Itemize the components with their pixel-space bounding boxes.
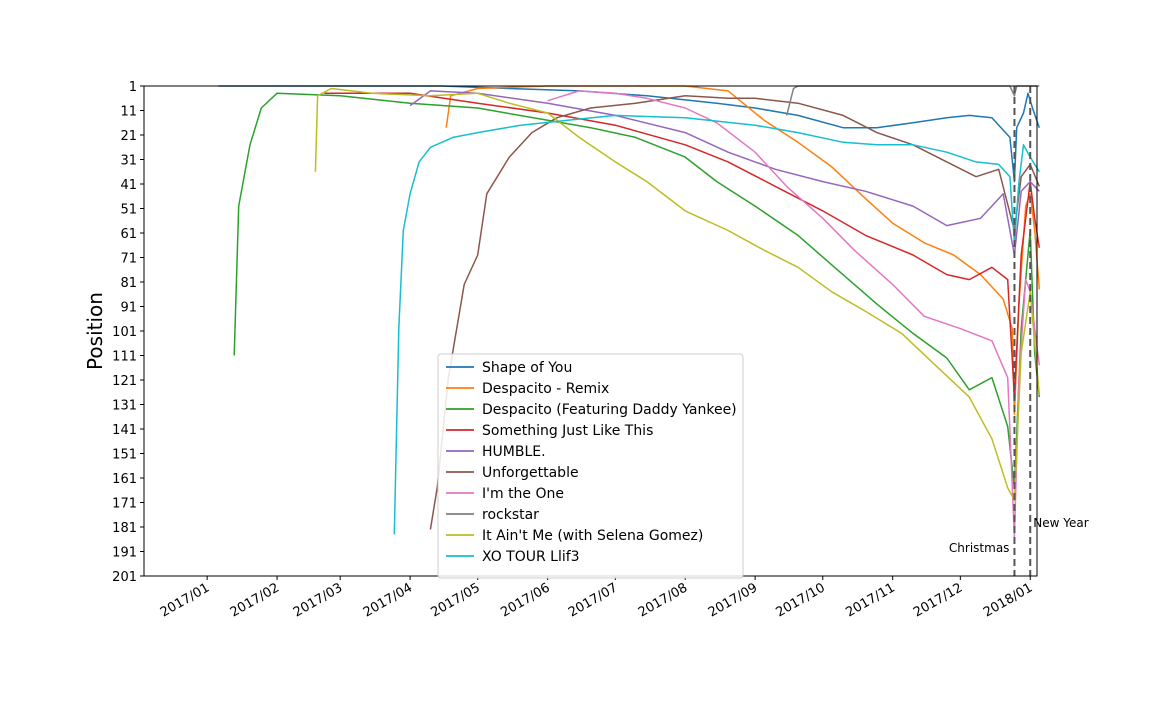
x-tick-label-9: 2017/10 bbox=[773, 580, 827, 620]
legend-label-6: I'm the One bbox=[482, 486, 564, 502]
legend-label-5: Unforgettable bbox=[482, 465, 579, 481]
series-line-4 bbox=[409, 90, 1040, 256]
y-tick-label-1: 11 bbox=[120, 105, 137, 120]
y-tick-label-14: 141 bbox=[112, 423, 137, 438]
x-tick-label-6: 2017/07 bbox=[566, 580, 620, 620]
y-tick-label-16: 161 bbox=[112, 472, 137, 487]
legend-label-9: XO TOUR Llif3 bbox=[482, 549, 580, 565]
y-tick-label-2: 21 bbox=[120, 129, 137, 144]
legend-label-3: Something Just Like This bbox=[482, 423, 653, 439]
y-tick-label-12: 121 bbox=[112, 374, 137, 389]
x-tick-label-8: 2017/09 bbox=[706, 580, 760, 620]
y-tick-label-6: 61 bbox=[120, 227, 137, 242]
legend-label-1: Despacito - Remix bbox=[482, 381, 609, 397]
x-tick-label-10: 2017/11 bbox=[843, 580, 897, 620]
y-axis: 1112131415161718191101111121131141151161… bbox=[112, 80, 144, 585]
x-tick-label-11: 2017/12 bbox=[911, 580, 965, 620]
y-tick-label-19: 191 bbox=[112, 546, 137, 561]
y-tick-label-17: 171 bbox=[112, 497, 137, 512]
y-tick-label-13: 131 bbox=[112, 399, 137, 414]
y-tick-label-4: 41 bbox=[120, 178, 137, 193]
y-tick-label-5: 51 bbox=[120, 203, 137, 218]
legend-label-8: It Ain't Me (with Selena Gomez) bbox=[482, 528, 703, 544]
series-line-6 bbox=[547, 90, 1041, 538]
legend-label-4: HUMBLE. bbox=[482, 444, 546, 460]
y-tick-label-7: 71 bbox=[120, 252, 137, 267]
y-axis-label: Position bbox=[83, 292, 107, 370]
x-tick-label-4: 2017/05 bbox=[428, 580, 482, 620]
legend-label-2: Despacito (Featuring Daddy Yankee) bbox=[482, 402, 737, 418]
y-tick-label-3: 31 bbox=[120, 154, 137, 169]
x-tick-label-0: 2017/01 bbox=[158, 580, 212, 620]
series-line-3 bbox=[324, 92, 1041, 398]
y-tick-label-11: 111 bbox=[112, 350, 137, 365]
legend: Shape of You Despacito - Remix Despacito (… bbox=[437, 353, 744, 579]
legend-box bbox=[437, 353, 744, 579]
annotation-layer: Christmas New Year bbox=[949, 86, 1089, 576]
y-tick-label-20: 201 bbox=[112, 570, 137, 585]
legend-label-0: Shape of You bbox=[482, 360, 572, 376]
series-line-8 bbox=[314, 87, 1041, 501]
annotation-label-0: Christmas bbox=[949, 541, 1010, 555]
y-tick-label-0: 1 bbox=[129, 80, 137, 95]
x-tick-label-3: 2017/04 bbox=[361, 580, 415, 620]
x-tick-label-5: 2017/06 bbox=[498, 580, 552, 620]
annotation-label-1: New Year bbox=[1033, 516, 1088, 530]
y-tick-label-8: 81 bbox=[120, 276, 137, 291]
y-tick-label-9: 91 bbox=[120, 301, 137, 316]
series-line-0 bbox=[218, 85, 1041, 183]
x-tick-label-1: 2017/02 bbox=[228, 580, 282, 620]
x-tick-label-7: 2017/08 bbox=[636, 580, 690, 620]
y-tick-label-10: 101 bbox=[112, 325, 137, 340]
y-tick-label-15: 151 bbox=[112, 448, 137, 463]
x-axis: 2017/01 2017/02 2017/03 2017/04 2017/05 2017/… bbox=[158, 576, 1035, 620]
legend-label-7: rockstar bbox=[482, 507, 539, 523]
x-tick-label-2: 2017/03 bbox=[291, 580, 345, 620]
y-tick-label-18: 181 bbox=[112, 521, 137, 536]
series-line-5 bbox=[429, 95, 1040, 530]
x-tick-label-12: 2018/01 bbox=[981, 580, 1035, 620]
